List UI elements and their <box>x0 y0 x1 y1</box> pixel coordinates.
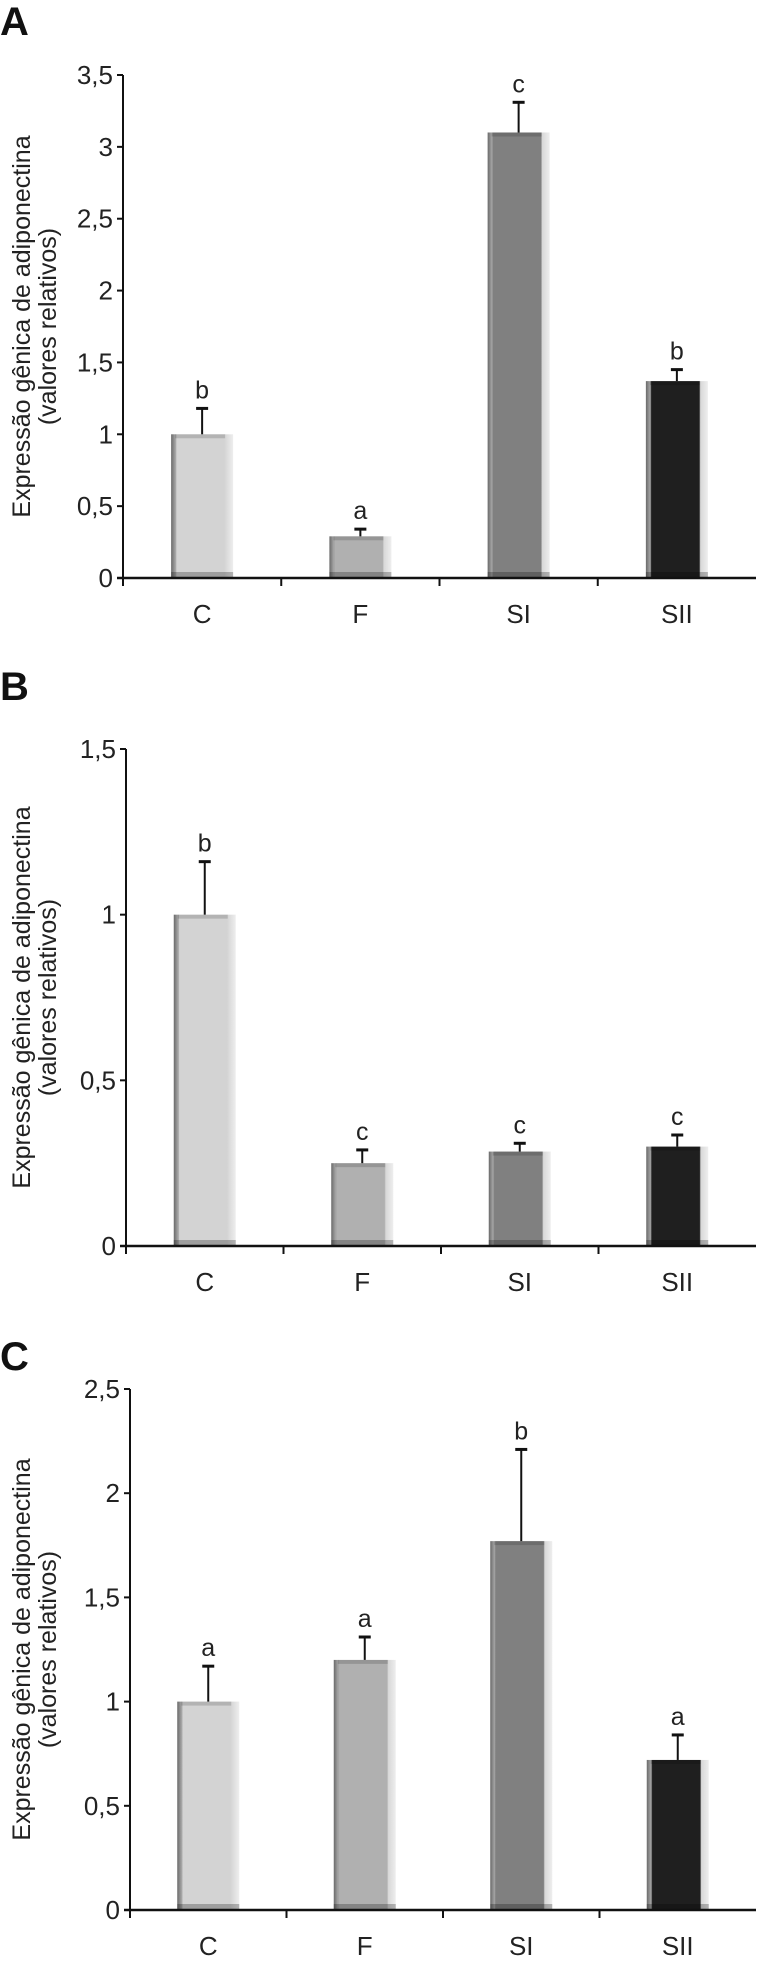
bar-SI <box>488 1151 551 1246</box>
bar-top-edge <box>181 1701 232 1706</box>
significance-label: b <box>670 338 684 366</box>
y-tick-label: 0,5 <box>80 1065 116 1095</box>
y-tick-label: 1,5 <box>84 1582 120 1612</box>
panel-label: C <box>0 1335 29 1379</box>
bar-SII <box>646 1146 709 1246</box>
y-tick-label: 0 <box>99 563 113 593</box>
y-axis-label: Expressão gênica de adiponectina <box>8 1458 36 1840</box>
bar-SI <box>490 1541 553 1910</box>
bar-bottom-edge <box>646 1240 709 1246</box>
significance-label: c <box>514 1111 527 1139</box>
y-tick-label: 0 <box>102 1231 116 1261</box>
bar-F <box>333 1659 396 1910</box>
bar-bottom-edge <box>333 1904 396 1910</box>
significance-label: c <box>356 1118 369 1146</box>
y-tick-label: 2,5 <box>77 204 113 234</box>
bar-bottom-edge <box>331 1240 394 1246</box>
bar-top-edge <box>491 132 542 137</box>
significance-label: a <box>358 1605 372 1633</box>
x-tick-label: SII <box>662 1931 694 1961</box>
significance-label: c <box>512 70 525 98</box>
y-tick-label: 1,5 <box>77 347 113 377</box>
significance-label: a <box>671 1703 685 1731</box>
x-tick-label: SI <box>509 1931 534 1961</box>
panel-label: B <box>0 665 29 709</box>
significance-label: c <box>671 1103 684 1131</box>
y-tick-label: 0 <box>106 1895 120 1925</box>
x-tick-label: C <box>193 599 212 629</box>
y-tick-label: 1 <box>106 1687 120 1717</box>
bar-bottom-edge <box>645 572 708 578</box>
bar-bottom-edge <box>490 1904 553 1910</box>
panel-B: B Expressão gênica de adiponectina(valore… <box>0 665 756 1297</box>
y-tick-label: 1 <box>99 419 113 449</box>
bar-top-edge <box>650 1759 701 1764</box>
y-axis-label: Expressão gênica de adiponectina <box>8 806 36 1188</box>
x-tick-label: C <box>195 1267 214 1297</box>
bar-C <box>177 1701 240 1910</box>
bar-top-edge <box>177 914 228 919</box>
bar-bottom-edge <box>329 572 392 578</box>
y-axis-label: (valores relativos) <box>34 899 62 1096</box>
y-tick-label: 1,5 <box>80 734 116 764</box>
bar-SII <box>646 1759 709 1910</box>
y-tick-label: 3 <box>99 132 113 162</box>
bar-bottom-edge <box>646 1904 709 1910</box>
panel-label: A <box>0 0 29 44</box>
x-tick-label: F <box>354 1267 370 1297</box>
bar-top-edge <box>175 434 226 439</box>
bar-top-edge <box>492 1151 543 1156</box>
panel-A: A Expressão gênica de adiponectina(valore… <box>0 0 756 629</box>
bar-top-edge <box>494 1541 545 1546</box>
bar-F <box>329 536 392 578</box>
bar-bottom-edge <box>488 1240 551 1246</box>
x-tick-label: SII <box>661 1267 693 1297</box>
bar-C <box>171 434 234 578</box>
bar-F <box>331 1163 394 1246</box>
y-tick-label: 2,5 <box>84 1374 120 1404</box>
bar-bottom-edge <box>171 572 234 578</box>
bar-bottom-edge <box>177 1904 240 1910</box>
significance-label: b <box>514 1417 528 1445</box>
bar-bottom-edge <box>173 1240 236 1246</box>
y-tick-label: 0,5 <box>77 491 113 521</box>
significance-label: b <box>195 376 209 404</box>
bar-SII <box>645 381 708 578</box>
y-tick-label: 3,5 <box>77 60 113 90</box>
x-tick-label: F <box>357 1931 373 1961</box>
bar-top-edge <box>335 1163 386 1168</box>
bar-top-edge <box>649 381 700 386</box>
x-tick-label: SI <box>507 1267 532 1297</box>
bar-top-edge <box>333 536 384 541</box>
y-tick-label: 0,5 <box>84 1791 120 1821</box>
x-tick-label: SII <box>661 599 693 629</box>
y-axis-label: (valores relativos) <box>34 1551 62 1748</box>
x-tick-label: C <box>199 1931 218 1961</box>
bar-SI <box>487 132 550 578</box>
y-axis-label: (valores relativos) <box>34 228 62 425</box>
significance-label: a <box>201 1634 215 1662</box>
x-tick-label: F <box>352 599 368 629</box>
bar-bottom-edge <box>487 572 550 578</box>
panel-C: C Expressão gênica de adiponectina(valore… <box>0 1335 756 1961</box>
bar-top-edge <box>337 1659 388 1664</box>
y-tick-label: 1 <box>102 900 116 930</box>
x-tick-label: SI <box>506 599 531 629</box>
significance-label: a <box>353 497 367 525</box>
bar-top-edge <box>650 1146 701 1151</box>
bar-C <box>173 914 236 1246</box>
y-tick-label: 2 <box>106 1478 120 1508</box>
y-axis-label: Expressão gênica de adiponectina <box>8 135 36 517</box>
y-tick-label: 2 <box>99 276 113 306</box>
significance-label: b <box>198 830 212 858</box>
